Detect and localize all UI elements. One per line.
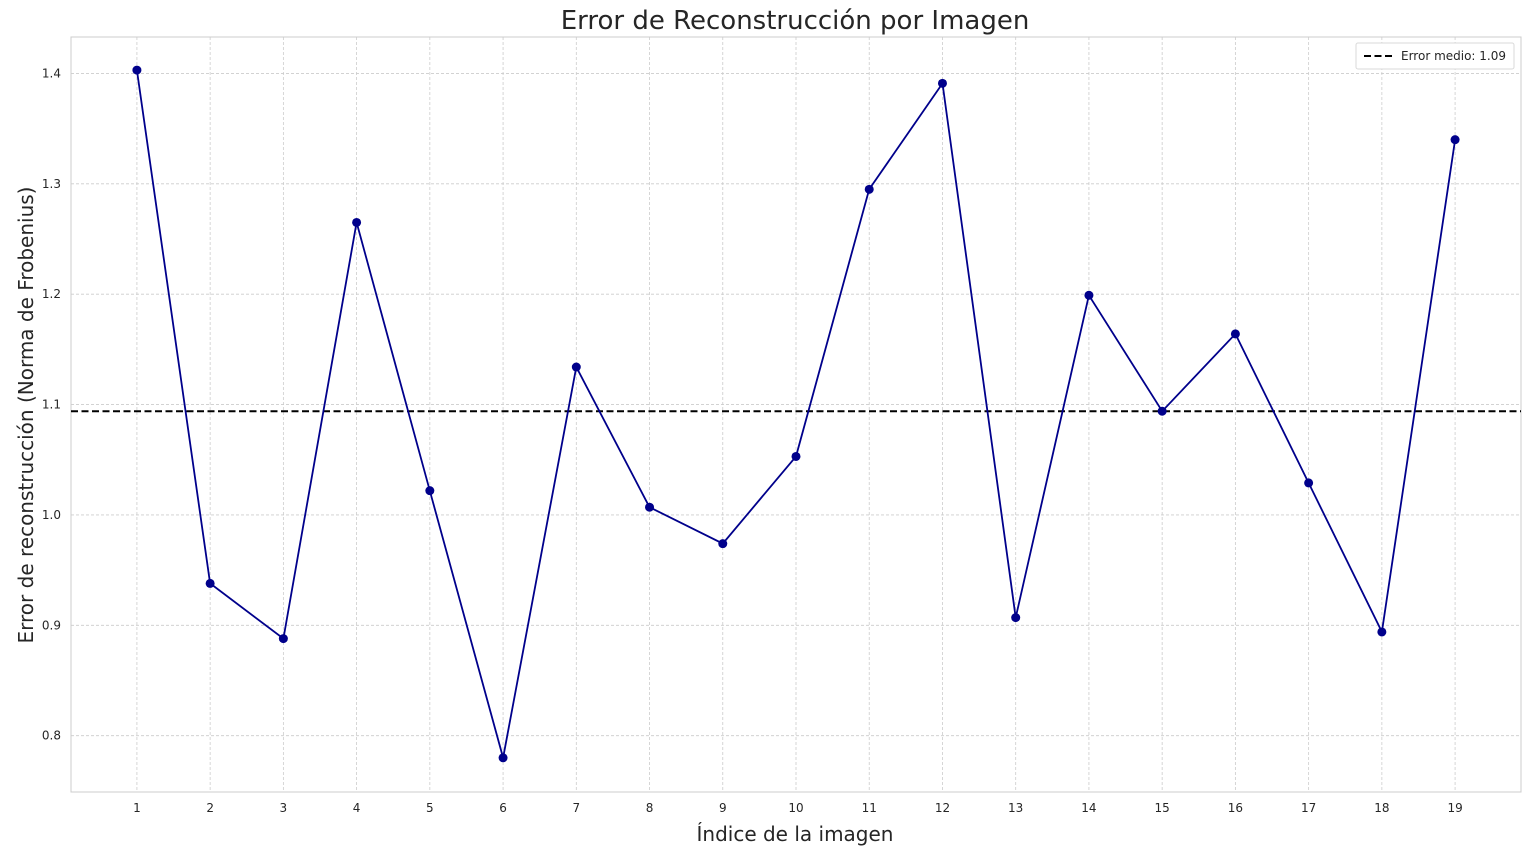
y-axis-label: Error de reconstrucción (Norma de Froben… xyxy=(14,187,38,644)
data-points xyxy=(132,65,1460,763)
data-point xyxy=(1304,478,1314,488)
data-point xyxy=(791,451,801,461)
data-point xyxy=(132,65,142,75)
x-tick-label: 4 xyxy=(353,801,361,815)
data-point xyxy=(1084,290,1094,300)
y-tick-label: 1.1 xyxy=(42,398,61,412)
x-tick-label: 16 xyxy=(1228,801,1243,815)
data-point xyxy=(718,539,728,549)
x-tick-label: 14 xyxy=(1081,801,1096,815)
x-tick-label: 12 xyxy=(935,801,950,815)
data-point xyxy=(1157,406,1167,416)
x-tick-label: 5 xyxy=(426,801,434,815)
y-tick-label: 0.9 xyxy=(42,618,61,632)
data-point xyxy=(1377,627,1387,637)
x-tick-label: 2 xyxy=(206,801,214,815)
x-tick-label: 10 xyxy=(788,801,803,815)
x-tick-label: 15 xyxy=(1155,801,1170,815)
x-tick-label: 6 xyxy=(499,801,507,815)
data-point xyxy=(1230,329,1240,339)
x-tick-label: 7 xyxy=(572,801,580,815)
data-point xyxy=(1450,135,1460,145)
data-point xyxy=(937,78,947,88)
y-axis-ticks: 0.8 0.9 1.0 1.1 1.2 1.3 1.4 xyxy=(42,66,61,742)
x-tick-label: 19 xyxy=(1447,801,1462,815)
grid xyxy=(71,37,1521,792)
y-tick-label: 0.8 xyxy=(42,729,61,743)
data-point xyxy=(571,362,581,372)
y-tick-label: 1.2 xyxy=(42,287,61,301)
data-point xyxy=(425,486,435,496)
x-tick-label: 9 xyxy=(719,801,727,815)
x-axis-ticks: 1 2 3 4 5 6 7 8 9 10 11 12 13 14 15 16 17 18 19 xyxy=(133,801,1463,815)
x-tick-label: 17 xyxy=(1301,801,1316,815)
legend: Error medio: 1.09 xyxy=(1355,42,1515,70)
data-point xyxy=(645,502,655,512)
x-tick-label: 13 xyxy=(1008,801,1023,815)
data-point xyxy=(498,753,508,763)
plot-area-frame xyxy=(70,36,1522,793)
x-tick-label: 3 xyxy=(280,801,288,815)
data-point xyxy=(352,217,362,227)
data-point xyxy=(864,184,874,194)
chart-title: Error de Reconstrucción por Imagen xyxy=(561,6,1030,36)
legend-mean-line-label: Error medio: 1.09 xyxy=(1401,49,1506,63)
data-point xyxy=(278,634,288,644)
legend-box xyxy=(1355,42,1515,70)
y-tick-label: 1.4 xyxy=(42,66,61,80)
data-point xyxy=(1011,613,1021,623)
y-tick-label: 1.0 xyxy=(42,508,61,522)
x-tick-label: 1 xyxy=(133,801,141,815)
x-tick-label: 18 xyxy=(1374,801,1389,815)
data-point xyxy=(205,578,215,588)
x-tick-label: 8 xyxy=(646,801,654,815)
x-axis-label: Índice de la imagen xyxy=(697,822,894,846)
x-tick-label: 11 xyxy=(862,801,877,815)
y-tick-label: 1.3 xyxy=(42,177,61,191)
